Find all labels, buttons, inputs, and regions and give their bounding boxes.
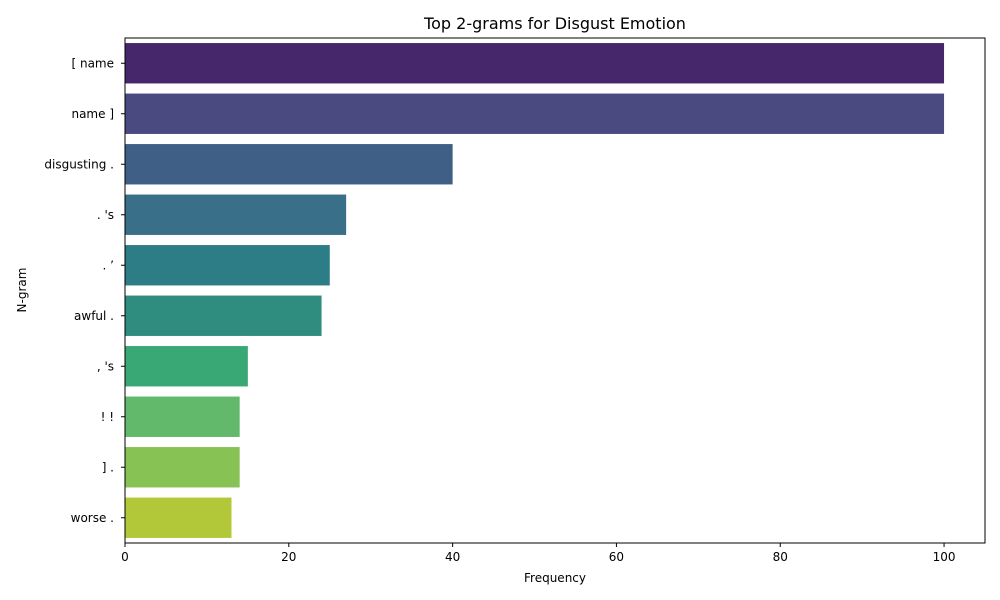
- y-tick-label: ! !: [101, 410, 114, 424]
- y-axis-title: N-gram: [15, 268, 29, 313]
- y-tick-label: disgusting .: [44, 157, 114, 171]
- bar: [125, 93, 945, 134]
- y-tick-label: ] .: [102, 460, 114, 474]
- plot-area: [ name name ] disgusting . . 's . ’ awful . , …: [44, 37, 986, 564]
- y-tick-label: [ name: [71, 56, 114, 70]
- y-tick-label: worse .: [71, 511, 114, 525]
- x-tick-label: 20: [281, 550, 296, 564]
- bar: [125, 144, 453, 185]
- y-tick-label: . 's: [97, 208, 114, 222]
- y-tick-label: name ]: [71, 107, 114, 121]
- bar: [125, 295, 322, 336]
- y-tick-label: awful .: [74, 309, 114, 323]
- y-tick-label: . ’: [103, 258, 114, 272]
- x-tick-label: 40: [445, 550, 460, 564]
- x-axis-title: Frequency: [524, 571, 586, 585]
- bar: [125, 447, 240, 488]
- bar: [125, 194, 347, 235]
- bar: [125, 497, 232, 538]
- plot-frame: [124, 37, 986, 544]
- x-tick-label: 0: [121, 550, 129, 564]
- y-tick-label: , 's: [97, 359, 114, 373]
- x-tick-label: 80: [773, 550, 788, 564]
- bar: [125, 43, 945, 84]
- bar: [125, 396, 240, 437]
- x-tick-label: 100: [933, 550, 956, 564]
- bar: [125, 346, 248, 387]
- chart-title: Top 2-grams for Disgust Emotion: [423, 14, 686, 33]
- bar: [125, 245, 330, 286]
- x-tick-label: 60: [609, 550, 624, 564]
